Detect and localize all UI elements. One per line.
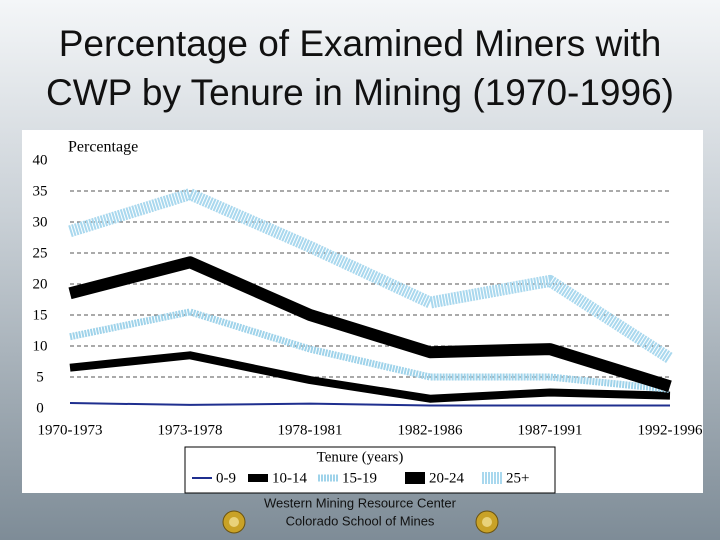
title-line: CWP by Tenure in Mining (1970-1996): [46, 72, 674, 113]
y-tick-label: 15: [33, 307, 48, 323]
legend-label: 20-24: [429, 470, 464, 486]
series-line: [69, 402, 670, 407]
footer-line: Colorado School of Mines: [286, 513, 435, 528]
series-line: [68, 188, 674, 364]
footer-line: Western Mining Resource Center: [264, 495, 457, 510]
series-line: [69, 308, 671, 393]
x-tick-label: 1992-1996: [638, 422, 703, 438]
legend-label: 0-9: [216, 470, 236, 486]
x-tick-label: 1987-1991: [518, 422, 583, 438]
x-axis-label: Tenure (years): [317, 449, 404, 465]
x-tick-label: 1970-1973: [38, 422, 103, 438]
y-tick-label: 20: [33, 276, 48, 292]
legend-label: 25+: [506, 470, 529, 486]
emblem: [222, 510, 246, 534]
emblem: [475, 510, 499, 534]
x-tick-label: 1982-1986: [398, 422, 463, 438]
y-tick-label: 30: [33, 214, 48, 230]
y-tick-label: 0: [36, 400, 44, 416]
y-tick-label: 35: [33, 183, 48, 199]
title-line: Percentage of Examined Miners with: [59, 23, 662, 64]
series-line: [68, 256, 672, 393]
x-tick-label: 1978-1981: [278, 422, 343, 438]
legend-box: [184, 446, 556, 494]
y-tick-label: 10: [33, 338, 48, 354]
y-tick-label: 5: [36, 369, 44, 385]
series-line: [69, 351, 671, 403]
legend-label: 10-14: [272, 470, 307, 486]
y-tick-label: 40: [33, 152, 48, 168]
x-tick-label: 1973-1978: [158, 422, 223, 438]
y-axis-label: Percentage: [68, 139, 138, 156]
legend-label: 15-19: [342, 470, 377, 486]
y-tick-label: 25: [33, 245, 48, 261]
